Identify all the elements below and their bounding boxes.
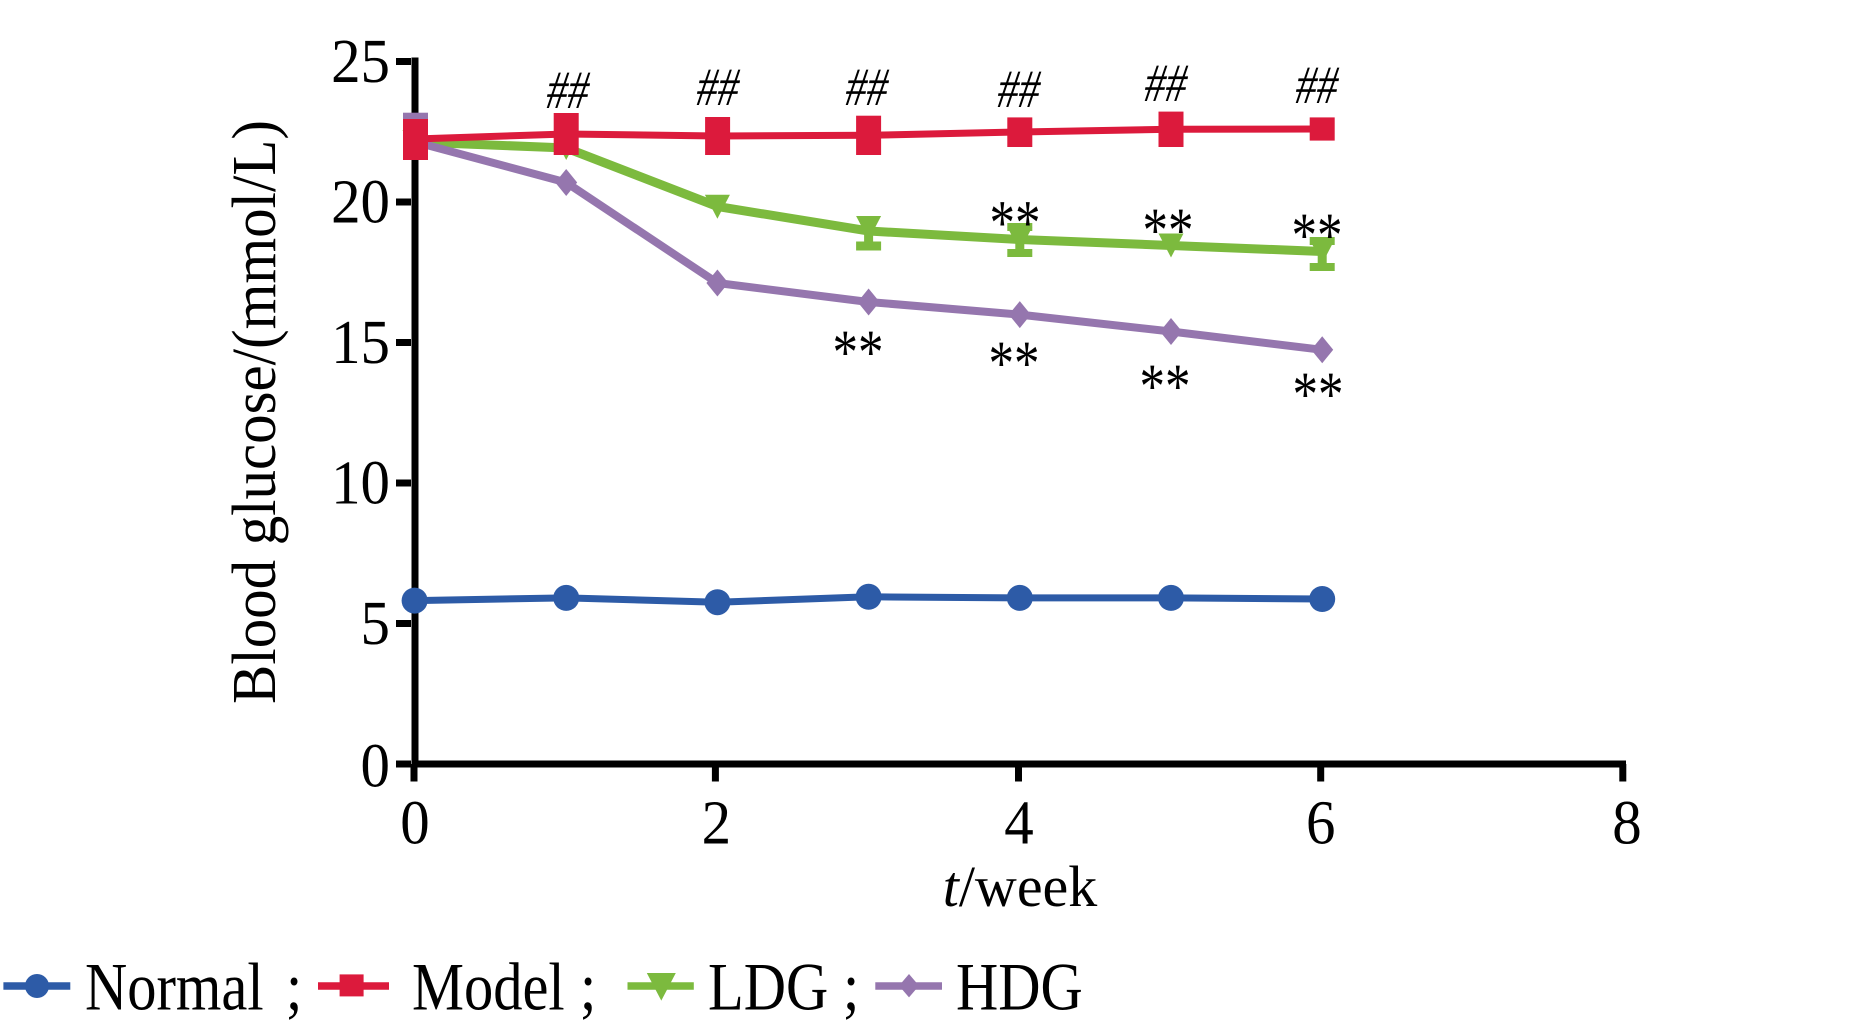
svg-text:**: **	[832, 319, 883, 388]
svg-text:;: ;	[286, 948, 302, 1024]
svg-text:**: **	[989, 189, 1040, 258]
svg-text:0: 0	[361, 732, 390, 801]
svg-text:2: 2	[702, 789, 731, 858]
svg-text:15: 15	[331, 309, 390, 378]
svg-text:**: **	[1292, 361, 1343, 430]
svg-text:6: 6	[1306, 789, 1335, 858]
svg-text:**: **	[1139, 353, 1190, 422]
svg-text:**: **	[988, 330, 1039, 399]
svg-text:0: 0	[400, 789, 429, 858]
svg-text:5: 5	[361, 590, 390, 659]
svg-text:25: 25	[331, 28, 390, 97]
svg-text:LDG: LDG	[708, 948, 828, 1024]
svg-text:HDG: HDG	[956, 948, 1083, 1024]
svg-text:**: **	[1142, 197, 1193, 266]
svg-text:;: ;	[843, 948, 859, 1024]
svg-text:10: 10	[331, 449, 390, 518]
svg-text:t/week: t/week	[943, 854, 1098, 919]
svg-text:4: 4	[1004, 789, 1033, 858]
svg-text:**: **	[1291, 202, 1342, 271]
svg-text:8: 8	[1612, 789, 1641, 858]
svg-text:;: ;	[580, 948, 596, 1024]
svg-text:20: 20	[331, 168, 390, 237]
svg-text:Normal: Normal	[85, 948, 264, 1024]
svg-text:Model: Model	[412, 948, 565, 1024]
svg-text:Blood glucose/(mmol/L): Blood glucose/(mmol/L)	[221, 120, 290, 704]
